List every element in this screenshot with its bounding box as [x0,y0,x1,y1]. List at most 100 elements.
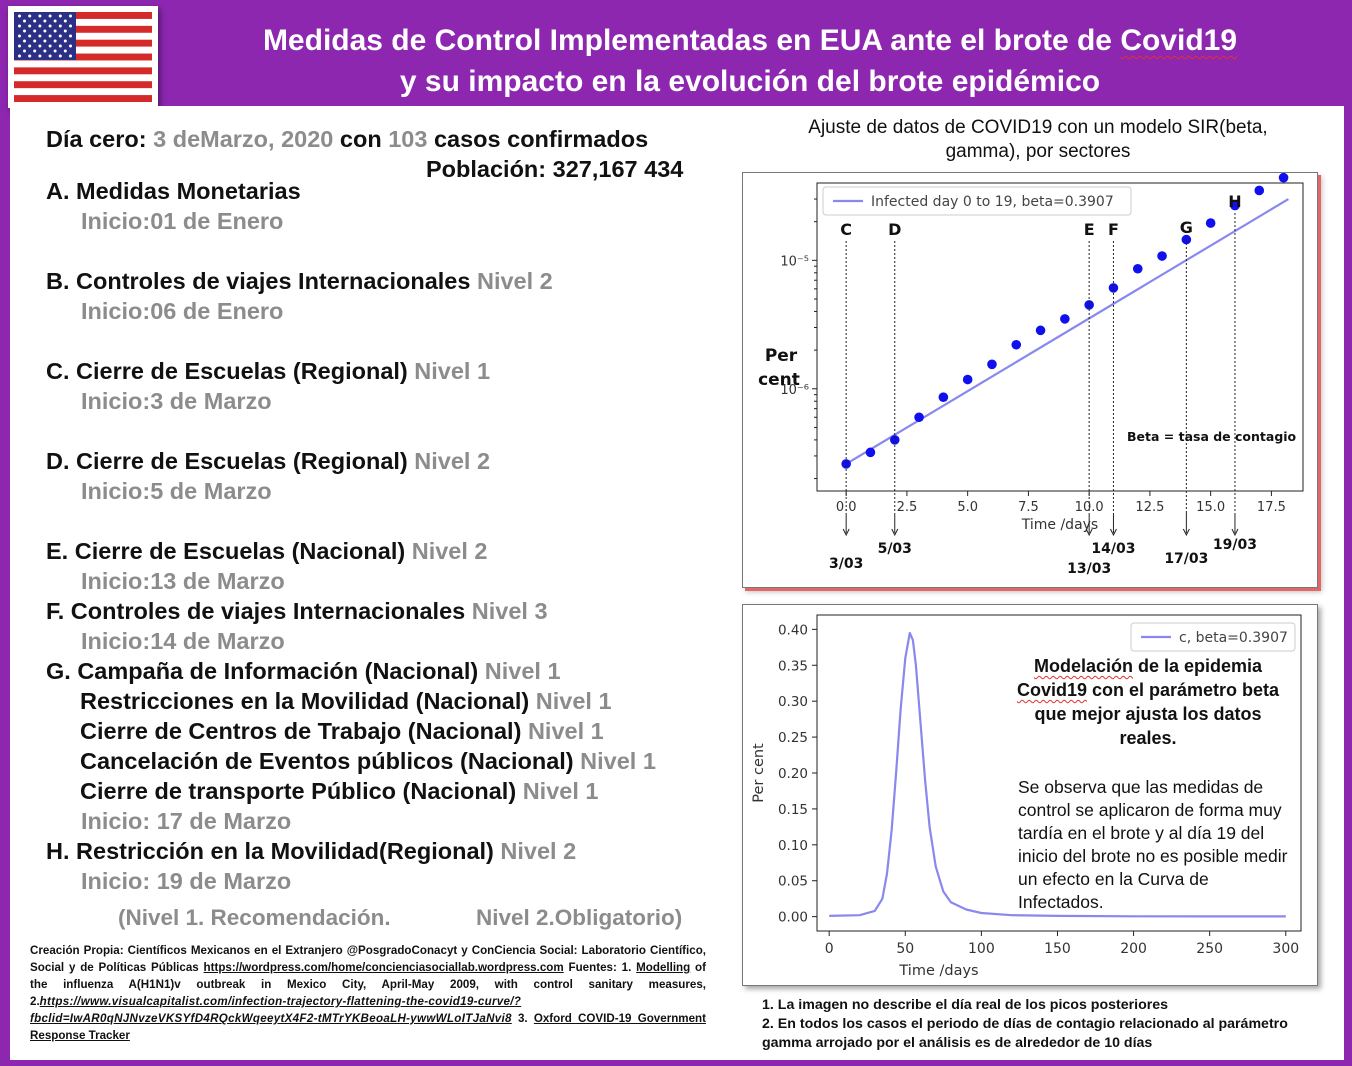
flag-stripe [14,67,152,75]
flag-star [43,49,47,53]
chart2-y-tick-label: 0.35 [778,658,808,674]
chart2-y-label: Per cent [751,743,767,803]
chart1-marker-date: 3/03 [829,556,863,572]
flag-star [58,44,62,48]
flag-star [69,34,72,38]
flag-star [43,19,47,23]
flag-star [43,29,47,33]
chart1-data-point [1011,339,1022,350]
flag-stripe [14,88,152,96]
levels-legend-level1: (Nivel 1. Recomendación. [118,905,391,930]
flag-star [48,54,52,58]
flag-star [53,39,57,43]
chart1-data-point [1108,283,1119,293]
measure-b-start: Inicio:06 de Enero [81,298,284,324]
chart1-x-tick-label: 10.0 [1075,500,1104,515]
flag-stripe [14,32,152,40]
chart1-plot-area [816,182,1304,492]
chart2-y-tick-label: 0.15 [778,802,808,818]
measure-g-start: Inicio: 17 de Marzo [81,808,292,834]
chart1-x-label: Time /days [1021,517,1098,533]
chart2-y-tick-label: 0.00 [778,910,808,926]
chart1-data-point [1205,218,1216,228]
chart1-data-point [865,447,876,458]
measure-h-title: H. Restricción en la Movilidad(Regional)… [46,838,577,864]
day-zero-line: Día cero: 3 deMarzo, 2020 con 103 casos … [46,126,649,152]
flag-star [28,54,32,58]
flag-stripe [14,74,152,82]
chart1-marker-arrowhead [891,528,899,537]
chart1-title: Ajuste de datos de COVID19 con un modelo… [808,117,1268,162]
chart2-series-line [829,631,1286,918]
chart1-marker-arrowhead [1085,528,1093,537]
credits-link-oxford[interactable]: Oxford COVID-19 Government Response Trac… [30,1012,706,1042]
flag-star [18,34,21,38]
chart1-marker-letter: E [1084,220,1095,239]
chart1-marker-letter: F [1108,220,1119,239]
flag-stripe [14,39,152,47]
flag-stripe [14,46,152,54]
credits-text: Creación Propia: Científicos Mexicanos e… [30,944,706,1042]
flag-star [28,24,32,28]
flag-star [28,34,32,38]
flag-star [48,24,52,28]
chart1-marker-letter: G [1180,218,1193,237]
chart1-marker-date: 17/03 [1164,551,1208,567]
chart2-legend-label: c, beta=0.3907 [1179,630,1288,646]
chart2-y-tick-label: 0.10 [778,838,808,854]
chart1-x-tick-label: 5.0 [957,500,978,515]
chart1-data-point [1157,251,1167,261]
measure-d-start: Inicio:5 de Marzo [81,478,272,504]
measure-g-item: Restricciones en la Movilidad (Nacional)… [80,688,612,714]
footnote-1: 1. La imagen no describe el día real de … [762,997,1169,1013]
flag-star [33,19,37,23]
chart2-x-tick-label: 250 [1196,941,1223,957]
credits-link-wordpress[interactable]: https://wordpress.com/home/concienciasoc… [203,961,564,974]
chart1-data-point [1230,200,1240,211]
measure-g-item: Cierre de transporte Público (Nacional) … [80,778,599,804]
chart2-x-tick-label: 200 [1120,941,1147,957]
flag-star [18,44,21,48]
title-covid-word: Covid19 [1120,24,1238,57]
chart1-data-point [841,459,851,469]
chart1-marker-arrowhead [1110,528,1117,537]
flag-stripe [14,81,152,89]
chart1-x-tick-label: 12.5 [1135,500,1164,515]
flag-star [18,54,21,58]
flag-star [58,54,62,58]
chart1-data-point [987,359,997,370]
chart1-data-point [914,412,924,423]
chart1-y-tick-label: 10⁻⁵ [780,254,809,269]
chart1-annotation: Beta = tasa de contagio [1127,429,1297,444]
measure-g-title: G. Campaña de Información (Nacional) Niv… [46,658,561,684]
flag-stripe [14,60,152,68]
chart1-y-tick-label: 10⁻⁶ [780,383,809,398]
measure-b-title: B. Controles de viajes Internacionales N… [46,268,553,294]
flag-star [23,49,26,53]
chart1-marker-arrowhead [1182,528,1190,537]
flag-star [28,14,32,18]
population-line: Población: 327,167 434 [426,156,684,182]
model-title: Modelación de la epidemia Covid19 con el… [1016,656,1280,748]
flag-star [58,34,62,38]
chart1-marker-date: 19/03 [1213,537,1257,553]
chart1-y-label-line1: Per [765,346,798,366]
measure-c-title: C. Cierre de Escuelas (Regional) Nivel 1 [46,358,491,384]
measure-e-start: Inicio:13 de Marzo [81,568,285,594]
flag-star [63,19,67,23]
flag-star [53,19,57,23]
title-line-1: Medidas de Control Implementadas en EUA … [262,24,1238,57]
chart1-data-point [1060,314,1070,324]
flag-star [18,24,21,28]
chart1-marker-letter: C [840,220,852,239]
credits-link-modelling[interactable]: Modelling [636,961,691,974]
credits-link-visualcapitalist[interactable]: https://www.visualcapitalist.com/infecti… [30,995,522,1025]
flag-star [63,39,67,43]
flag-star [58,24,62,28]
chart1-x-tick-label: 17.5 [1257,500,1286,515]
chart2-x-tick-label: 0 [825,941,834,957]
measure-h-start: Inicio: 19 de Marzo [81,868,292,894]
flag-star [48,14,52,18]
chart1-marker-arrowhead [842,528,850,537]
flag-stripe [14,18,152,27]
